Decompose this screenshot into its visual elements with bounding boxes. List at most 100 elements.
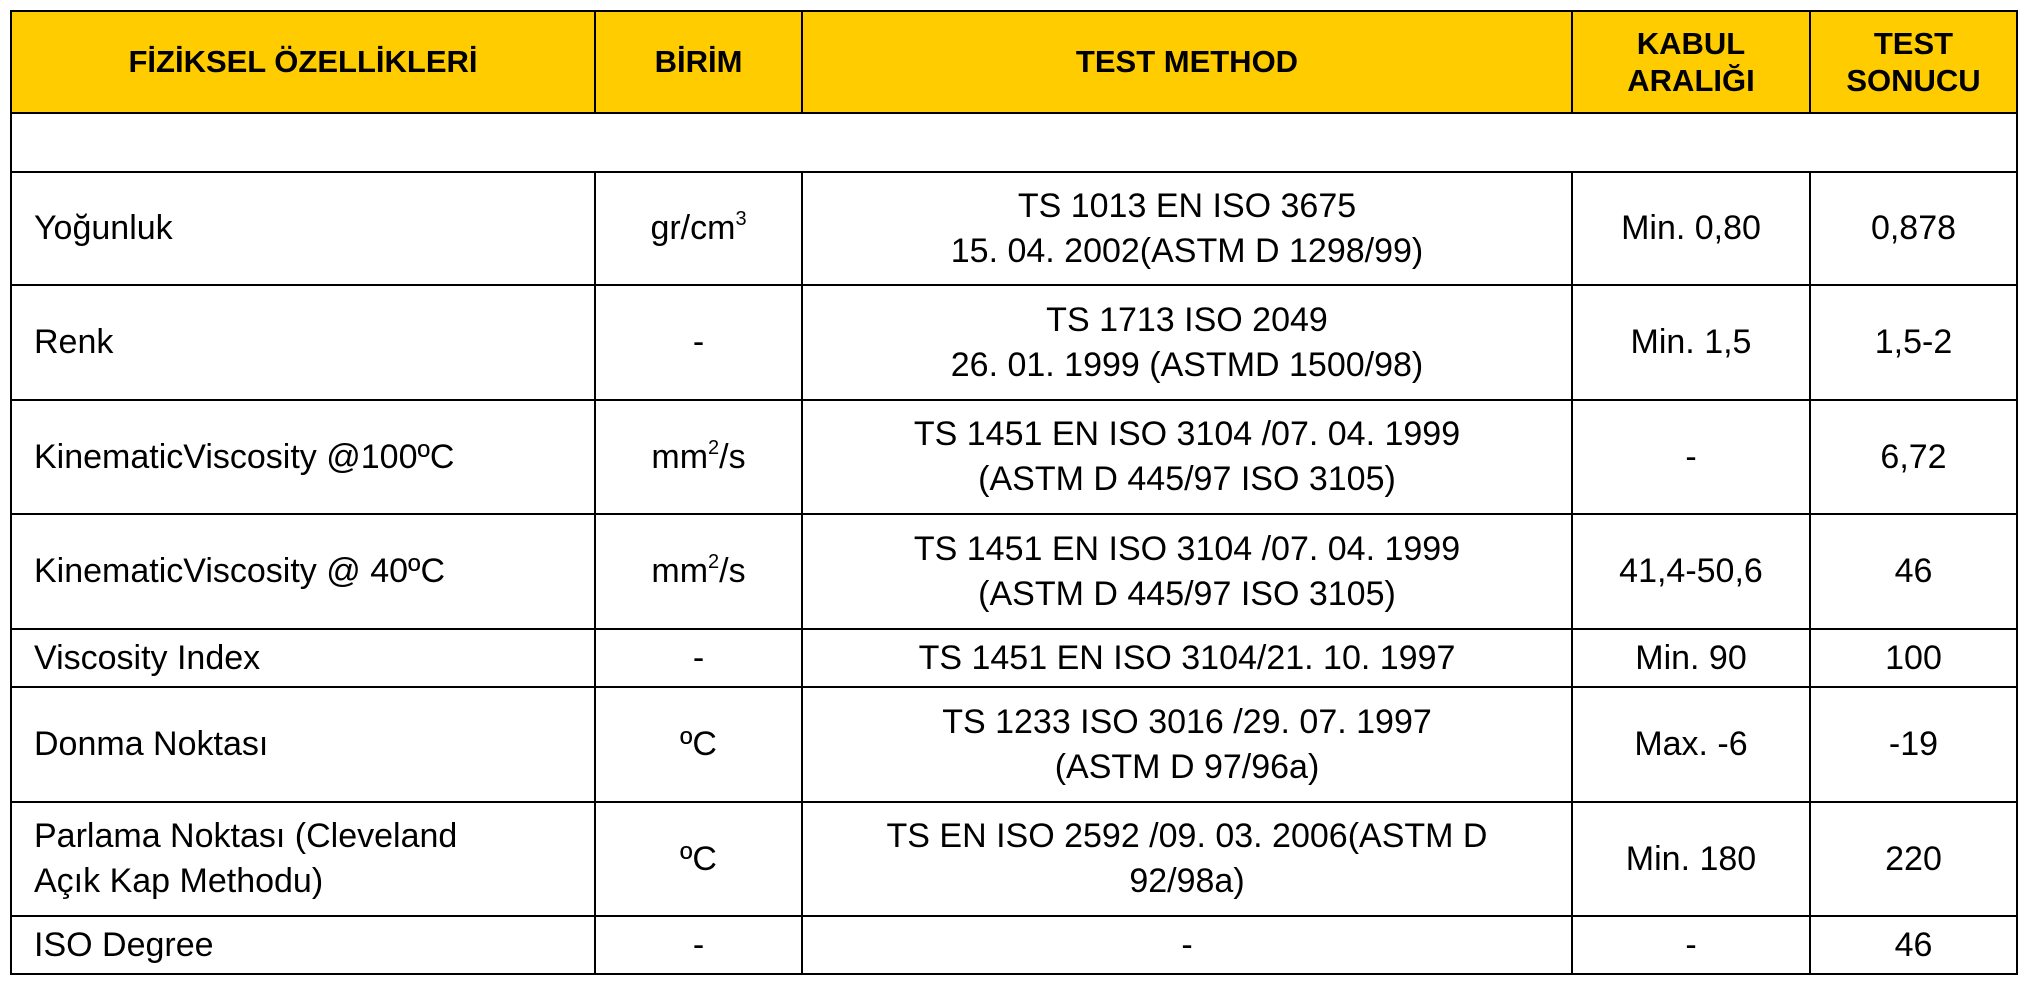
cell-line: KinematicViscosity @100ºC	[34, 437, 455, 476]
cell-line: ISO Degree	[34, 925, 214, 964]
range-cell: Min. 90	[1571, 628, 1811, 688]
unit-text: /s	[719, 552, 746, 591]
unit-cell: gr/cm3	[594, 171, 803, 286]
method-cell: TS 1451 EN ISO 3104 /07. 04. 1999 (ASTM D…	[801, 399, 1573, 515]
data-row: Viscosity Index - TS 1451 EN ISO 3104/21. …	[10, 628, 2018, 688]
property-cell: Yoğunluk	[10, 171, 596, 286]
unit-cell: -	[594, 284, 803, 401]
unit-superscript: 2	[708, 551, 720, 574]
result-cell: 0,878	[1809, 171, 2018, 286]
result-cell: 6,72	[1809, 399, 2018, 515]
cell-line: TS 1013 EN ISO 3675	[1017, 186, 1357, 225]
cell-line: 41,4-50,6	[1619, 552, 1763, 591]
cell-line: 92/98a)	[1129, 862, 1245, 900]
cell-line: Yoğunluk	[34, 209, 173, 248]
spacer-row	[10, 112, 2018, 173]
unit-text: /s	[719, 437, 746, 476]
cell-line: KinematicViscosity @ 40ºC	[34, 552, 446, 591]
result-cell: 46	[1809, 915, 2018, 975]
unit-cell: -	[594, 915, 803, 975]
table-body: Yoğunluk gr/cm3 TS 1013 EN ISO 3675 15. 04.…	[10, 112, 2018, 975]
cell-line: 6,72	[1880, 437, 1947, 476]
header-row: FİZİKSEL ÖZELLİKLERİ BİRİM TEST METHOD KABU…	[10, 10, 2018, 114]
cell-line: TS 1233 ISO 3016 /29. 07. 1997	[942, 702, 1432, 741]
cell-line: FİZİKSEL ÖZELLİKLERİ	[128, 44, 478, 80]
cell-line: (ASTM D 445/97 ISO 3105)	[978, 574, 1396, 613]
cell-line: Min. 1,5	[1630, 323, 1752, 362]
header-cell: KABUL ARALIĞI	[1571, 10, 1811, 114]
cell-line: 0,878	[1870, 209, 1957, 248]
cell-line: TEST	[1873, 25, 1954, 61]
range-cell: -	[1571, 915, 1811, 975]
result-cell: 46	[1809, 513, 2018, 630]
property-cell: Viscosity Index	[10, 628, 596, 688]
header-cell: TEST SONUCU	[1809, 10, 2018, 114]
header-cell: TEST METHOD	[801, 10, 1573, 114]
cell-line: TS 1713 ISO 2049	[1046, 300, 1328, 339]
data-row: KinematicViscosity @ 40ºC mm2/s TS 1451 EN…	[10, 513, 2018, 630]
unit-text: -	[692, 323, 705, 362]
property-cell: Parlama Noktası (Cleveland Açık Kap Metho…	[10, 801, 596, 917]
unit-superscript: 3	[735, 208, 747, 231]
cell-line: 46	[1894, 552, 1933, 591]
method-cell: TS 1013 EN ISO 3675 15. 04. 2002(ASTM D 1…	[801, 171, 1573, 286]
cell-line: Max. -6	[1634, 725, 1748, 764]
cell-line: -	[1181, 925, 1193, 964]
cell-line: -	[1685, 925, 1697, 964]
unit-text: -	[692, 638, 705, 677]
range-cell: Min. 1,5	[1571, 284, 1811, 401]
result-cell: 100	[1809, 628, 2018, 688]
method-cell: TS 1451 EN ISO 3104/21. 10. 1997	[801, 628, 1573, 688]
cell-line: 100	[1885, 638, 1942, 677]
data-row: Parlama Noktası (Cleveland Açık Kap Metho…	[10, 801, 2018, 917]
unit-cell: mm2/s	[594, 399, 803, 515]
unit-cell: -	[594, 628, 803, 688]
cell-line: Viscosity Index	[34, 638, 261, 677]
cell-line: Min. 180	[1625, 839, 1757, 878]
cell-line: (ASTM D 97/96a)	[1054, 747, 1320, 786]
data-row: Donma Noktası ºC TS 1233 ISO 3016 /29. 07.…	[10, 686, 2018, 803]
property-cell: KinematicViscosity @ 40ºC	[10, 513, 596, 630]
cell-line: Renk	[34, 323, 114, 362]
unit-text: -	[692, 925, 705, 964]
unit-cell: ºC	[594, 801, 803, 917]
cell-line: TS 1451 EN ISO 3104 /07. 04. 1999	[913, 415, 1461, 454]
unit-text: mm	[651, 552, 709, 591]
property-cell: Donma Noktası	[10, 686, 596, 803]
unit-text: mm	[651, 437, 709, 476]
unit-text: ºC	[680, 839, 717, 878]
cell-line: 46	[1894, 925, 1933, 964]
method-cell: TS 1713 ISO 2049 26. 01. 1999 (ASTMD 1500…	[801, 284, 1573, 401]
range-cell: Max. -6	[1571, 686, 1811, 803]
cell-line: (ASTM D 445/97 ISO 3105)	[978, 460, 1396, 498]
cell-line: Parlama Noktası (Cleveland	[34, 817, 458, 856]
result-cell: 220	[1809, 801, 2018, 917]
cell-line: TS 1451 EN ISO 3104/21. 10. 1997	[918, 638, 1456, 677]
range-cell: -	[1571, 399, 1811, 515]
data-row: Yoğunluk gr/cm3 TS 1013 EN ISO 3675 15. 04.…	[10, 171, 2018, 286]
cell-line: Açık Kap Methodu)	[34, 862, 324, 900]
header-cell: BİRİM	[594, 10, 803, 114]
unit-cell: mm2/s	[594, 513, 803, 630]
cell-line: Donma Noktası	[34, 725, 269, 764]
result-cell: 1,5-2	[1809, 284, 2018, 401]
cell-line: TEST METHOD	[1075, 44, 1299, 80]
cell-line: -	[1685, 437, 1697, 476]
unit-superscript: 2	[708, 436, 720, 459]
result-cell: -19	[1809, 686, 2018, 803]
cell-line: 1,5-2	[1874, 323, 1953, 362]
method-cell: TS EN ISO 2592 /09. 03. 2006(ASTM D 92/98…	[801, 801, 1573, 917]
cell-line: -19	[1888, 725, 1939, 764]
range-cell: Min. 180	[1571, 801, 1811, 917]
cell-line: 220	[1885, 839, 1942, 878]
data-row: KinematicViscosity @100ºC mm2/s TS 1451 EN…	[10, 399, 2018, 515]
cell-line: KABUL	[1636, 25, 1746, 61]
cell-line: Min. 90	[1635, 638, 1747, 677]
property-cell: Renk	[10, 284, 596, 401]
property-cell: KinematicViscosity @100ºC	[10, 399, 596, 515]
data-row: ISO Degree - - - 46	[10, 915, 2018, 975]
unit-text: ºC	[680, 725, 717, 764]
empty-cell	[10, 112, 2018, 173]
unit-cell: ºC	[594, 686, 803, 803]
